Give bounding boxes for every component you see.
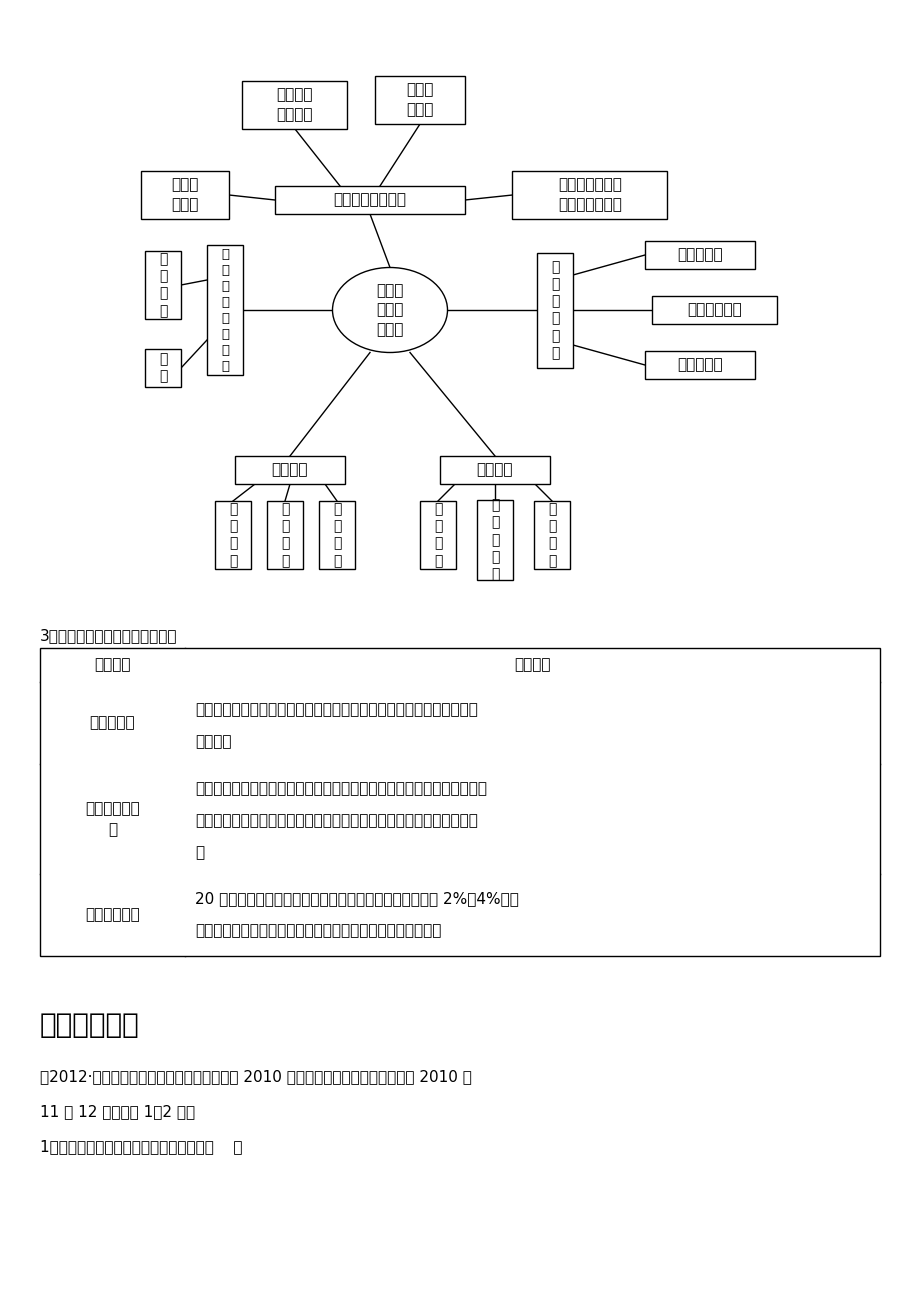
Bar — [375, 76, 464, 124]
Bar — [537, 253, 573, 367]
Text: 四、堂内练习: 四、堂内练习 — [40, 1010, 140, 1039]
Bar — [243, 81, 347, 129]
Text: 度: 度 — [195, 845, 204, 861]
Text: 植
树
造
林: 植 树 造 林 — [159, 253, 167, 318]
Text: 适
应
气
候
变
化: 适 应 气 候 变 化 — [550, 260, 559, 361]
Bar — [141, 171, 229, 219]
Text: 固
碳
技
术: 固 碳 技 术 — [547, 503, 556, 568]
Text: 减少植
被破坏: 减少植 被破坏 — [406, 82, 433, 117]
Bar — [267, 501, 302, 569]
Text: （2012·安徽示范校联考）第十六届亚运会于 2010 年在中国广州举行，开幕时间为 2010 年: （2012·安徽示范校联考）第十六届亚运会于 2010 年在中国广州举行，开幕时… — [40, 1069, 471, 1085]
Text: 提高能源
利用效率: 提高能源 利用效率 — [277, 87, 312, 122]
Bar — [644, 241, 754, 270]
Bar — [644, 352, 754, 379]
Text: 没的危险: 没的危险 — [195, 734, 232, 749]
Text: 适应气
候变化
的对策: 适应气 候变化 的对策 — [376, 283, 403, 337]
Text: 公
众
参
与: 公 众 参 与 — [333, 503, 341, 568]
Text: 控制温室气体排放: 控制温室气体排放 — [333, 193, 406, 207]
Text: 改变海岸线，给沿海地区带来巨大影响，海拔较低的沿海地区面临被淹: 改变海岸线，给沿海地区带来巨大影响，海拔较低的沿海地区面临被淹 — [195, 702, 477, 717]
Text: 调整农业结构: 调整农业结构 — [686, 302, 742, 318]
Bar — [234, 456, 345, 484]
Text: 增
加
温
室
气
体
吸
收: 增 加 温 室 气 体 吸 收 — [221, 247, 229, 372]
Text: 建防护堤坝: 建防护堤坝 — [676, 358, 722, 372]
Text: 控制水田、垃圾
填埋场排放甲烷: 控制水田、垃圾 填埋场排放甲烷 — [558, 177, 621, 212]
Text: 1．读下图，其中符合广州气候特点的是（    ）: 1．读下图，其中符合广州气候特点的是（ ） — [40, 1139, 243, 1154]
Ellipse shape — [332, 267, 447, 353]
Text: 节
能
技
术: 节 能 技 术 — [434, 503, 442, 568]
Text: 资源条件的变
化: 资源条件的变 化 — [85, 801, 140, 837]
Bar — [275, 186, 464, 214]
Text: 热资源的空间分布格局，在许多地区增加了人类开发利用自然资源的难: 热资源的空间分布格局，在许多地区增加了人类开发利用自然资源的难 — [195, 812, 477, 828]
Text: 技术手段: 技术手段 — [476, 462, 513, 478]
Bar — [319, 501, 355, 569]
Text: 改变能
源结构: 改变能 源结构 — [171, 177, 199, 212]
Text: 具体表现: 具体表现 — [514, 658, 550, 673]
Text: 自然灾害加剧: 自然灾害加剧 — [85, 907, 140, 923]
Text: 影响内容: 影响内容 — [94, 658, 130, 673]
Bar — [145, 251, 181, 319]
Bar — [420, 501, 456, 569]
Bar — [439, 456, 550, 484]
Text: 海平面上升: 海平面上升 — [89, 716, 135, 730]
Text: 直
接
控
制: 直 接 控 制 — [229, 503, 237, 568]
Text: 亚洲和非洲的一些地区，最近数十年干旱频率增加、强度增强: 亚洲和非洲的一些地区，最近数十年干旱频率增加、强度增强 — [195, 923, 441, 937]
Bar — [476, 500, 513, 579]
Bar — [145, 349, 181, 387]
Text: 3．全球气候变暖带来的深刻影响: 3．全球气候变暖带来的深刻影响 — [40, 628, 177, 643]
Bar — [215, 501, 251, 569]
Text: 固
碳: 固 碳 — [159, 353, 167, 384]
Bar — [40, 648, 879, 956]
Text: 政策手段: 政策手段 — [271, 462, 308, 478]
Text: 经
济
手
段: 经 济 手 段 — [280, 503, 289, 568]
Text: 20 世纪后半叶，北半球中高纬地区的暴雨发生频率增加了 2%～4%，而: 20 世纪后半叶，北半球中高纬地区的暴雨发生频率增加了 2%～4%，而 — [195, 891, 518, 906]
Bar — [207, 245, 243, 375]
Text: 生
物
能
技
术: 生 物 能 技 术 — [490, 499, 499, 582]
Bar — [533, 501, 570, 569]
Bar — [512, 171, 667, 219]
Text: 11 月 12 日。回答 1～2 题。: 11 月 12 日。回答 1～2 题。 — [40, 1104, 195, 1118]
Text: 温度和降水的变化，意味着热量资源和水资源条件的变化，并改变了水、: 温度和降水的变化，意味着热量资源和水资源条件的变化，并改变了水、 — [195, 781, 486, 796]
Bar — [652, 296, 777, 324]
Text: 培育新品种: 培育新品种 — [676, 247, 722, 263]
